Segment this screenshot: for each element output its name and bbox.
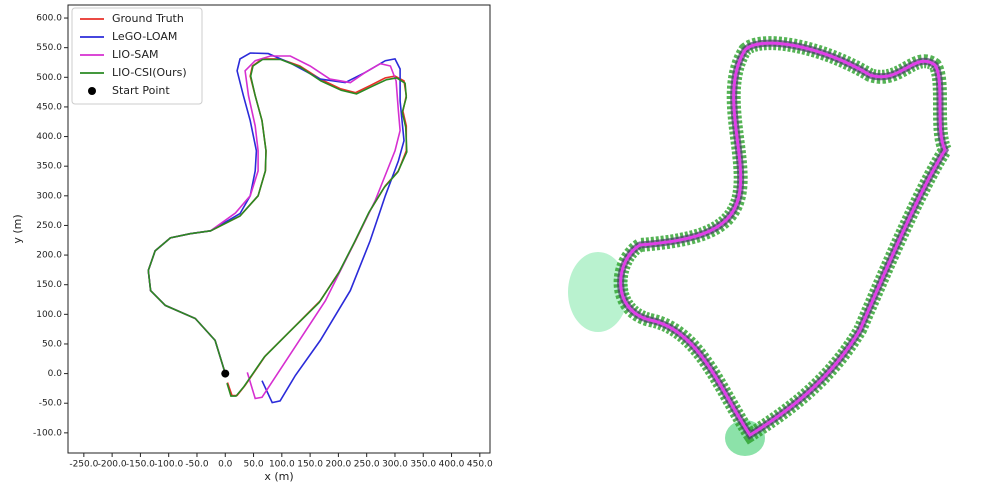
y-axis-label: y (m): [11, 214, 24, 243]
legend-label: LIO-CSI(Ours): [112, 66, 187, 79]
y-tick-label: 100.0: [36, 310, 62, 320]
y-tick-label: 0.0: [48, 369, 63, 379]
x-tick-label: 50.0: [244, 460, 264, 470]
y-tick-label: -100.0: [33, 428, 62, 438]
x-tick-label: 400.0: [439, 460, 465, 470]
x-tick-label: -250.0: [69, 460, 98, 470]
y-tick-label: 450.0: [36, 102, 62, 112]
y-tick-label: 50.0: [42, 339, 62, 349]
map-road: [621, 43, 945, 435]
start-point: [221, 370, 229, 378]
x-tick-label: -50.0: [185, 460, 209, 470]
y-tick-label: 500.0: [36, 73, 62, 83]
trajectory: [148, 53, 404, 403]
y-tick-label: 600.0: [36, 14, 62, 24]
x-tick-label: 150.0: [297, 460, 323, 470]
trajectory: [148, 60, 407, 397]
point-cloud-map: [568, 43, 945, 456]
legend: Ground Truth LeGO-LOAM LIO-SAM LIO-CSI(Ours…: [72, 8, 202, 104]
x-tick-label: 350.0: [410, 460, 436, 470]
legend-label: Start Point: [112, 84, 170, 97]
x-tick-label: 300.0: [382, 460, 408, 470]
x-tick-label: 200.0: [326, 460, 352, 470]
figure: x (m) y (m) -250.0-200.0-150.0-100.0-50.…: [0, 0, 985, 484]
x-tick-label: -200.0: [98, 460, 127, 470]
legend-marker: [88, 87, 96, 95]
legend-label: LIO-SAM: [112, 48, 159, 61]
x-tick-label: 100.0: [269, 460, 295, 470]
x-tick-label: -150.0: [126, 460, 155, 470]
y-tick-label: 350.0: [36, 162, 62, 172]
x-tick-label: 0.0: [218, 460, 233, 470]
x-tick-label: -100.0: [154, 460, 183, 470]
x-tick-label: 250.0: [354, 460, 380, 470]
legend-label: LeGO-LOAM: [112, 30, 177, 43]
y-tick-label: -50.0: [39, 399, 63, 409]
legend-label: Ground Truth: [112, 12, 184, 25]
y-tick-label: 150.0: [36, 280, 62, 290]
x-axis-label: x (m): [264, 470, 293, 483]
y-tick-label: 250.0: [36, 221, 62, 231]
y-tick-label: 200.0: [36, 251, 62, 261]
y-tick-label: 400.0: [36, 132, 62, 142]
y-tick-label: 300.0: [36, 191, 62, 201]
y-tick-label: 550.0: [36, 43, 62, 53]
x-tick-label: 450.0: [467, 460, 493, 470]
